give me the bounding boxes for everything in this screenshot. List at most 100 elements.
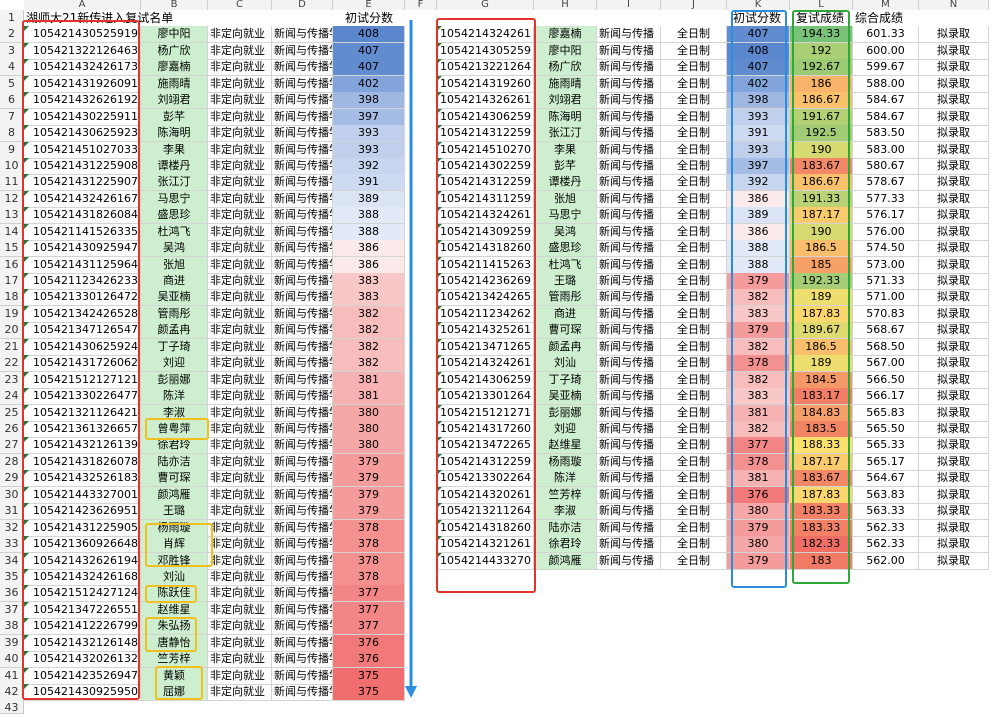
result-major-cell[interactable]: 新闻与传播 — [597, 519, 661, 537]
result-initial-score-cell[interactable]: 408 — [727, 42, 790, 60]
result-name-cell[interactable]: 盛思珍 — [534, 240, 597, 258]
total-score-cell[interactable]: 563.33 — [853, 503, 919, 521]
initial-score-cell[interactable]: 392 — [333, 157, 405, 175]
result-name-cell[interactable]: 陈洋 — [534, 470, 597, 488]
initial-score-cell[interactable]: 381 — [333, 371, 405, 389]
row-header[interactable]: 29 — [0, 470, 24, 488]
left-initial-score-header[interactable]: 初试分数 — [344, 11, 393, 25]
row-header[interactable]: 22 — [0, 355, 24, 373]
major-cell[interactable]: 新闻与传播学 — [272, 59, 333, 77]
candidate-id-cell[interactable]: 105421431826078 — [24, 453, 141, 471]
row-header[interactable]: 37 — [0, 601, 24, 619]
enrollment-type-cell[interactable]: 非定向就业 — [208, 618, 272, 636]
result-major-cell[interactable]: 新闻与传播 — [597, 240, 661, 258]
candidate-id-cell[interactable]: 105421432426167 — [24, 190, 141, 208]
result-initial-score-cell[interactable]: 380 — [727, 503, 790, 521]
admission-status-cell[interactable]: 拟录取 — [919, 42, 989, 60]
row-header[interactable]: 9 — [0, 141, 24, 159]
candidate-name-cell[interactable]: 陈洋 — [141, 388, 208, 406]
retest-score-cell[interactable]: 192.5 — [790, 125, 853, 143]
row-header[interactable]: 20 — [0, 322, 24, 340]
result-initial-score-cell[interactable]: 388 — [727, 256, 790, 274]
retest-score-cell[interactable]: 191.33 — [790, 190, 853, 208]
major-cell[interactable]: 新闻与传播学 — [272, 256, 333, 274]
result-major-cell[interactable]: 新闻与传播 — [597, 289, 661, 307]
candidate-id-cell[interactable]: 105421443327001 — [24, 486, 141, 504]
result-initial-score-cell[interactable]: 379 — [727, 322, 790, 340]
major-cell[interactable]: 新闻与传播学 — [272, 289, 333, 307]
total-score-cell[interactable]: 583.00 — [853, 141, 919, 159]
admission-status-cell[interactable]: 拟录取 — [919, 503, 989, 521]
initial-score-cell[interactable]: 376 — [333, 634, 405, 652]
study-mode-cell[interactable]: 全日制 — [661, 519, 727, 537]
candidate-id-cell[interactable]: 105421432126148 — [24, 634, 141, 652]
result-id-cell[interactable]: 1054214312259 — [437, 453, 534, 471]
result-id-cell[interactable]: 1054214318260 — [437, 519, 534, 537]
initial-score-cell[interactable]: 381 — [333, 388, 405, 406]
initial-score-cell[interactable]: 375 — [333, 684, 405, 702]
result-id-cell[interactable]: 1054211234262 — [437, 305, 534, 323]
result-id-cell[interactable]: 1054214324261 — [437, 26, 534, 44]
enrollment-type-cell[interactable]: 非定向就业 — [208, 125, 272, 143]
result-name-cell[interactable]: 赵维星 — [534, 437, 597, 455]
result-id-cell[interactable]: 1054211415263 — [437, 256, 534, 274]
admission-status-cell[interactable]: 拟录取 — [919, 108, 989, 126]
admission-status-cell[interactable]: 拟录取 — [919, 322, 989, 340]
study-mode-cell[interactable]: 全日制 — [661, 355, 727, 373]
candidate-id-cell[interactable]: 105421430525919 — [24, 26, 141, 44]
candidate-name-cell[interactable]: 颜孟冉 — [141, 322, 208, 340]
row-header[interactable]: 30 — [0, 486, 24, 504]
admission-status-cell[interactable]: 拟录取 — [919, 437, 989, 455]
result-major-cell[interactable]: 新闻与传播 — [597, 26, 661, 44]
row-header[interactable]: 3 — [0, 42, 24, 60]
result-major-cell[interactable]: 新闻与传播 — [597, 388, 661, 406]
result-name-cell[interactable]: 王璐 — [534, 273, 597, 291]
initial-score-cell[interactable]: 382 — [333, 338, 405, 356]
admission-status-cell[interactable]: 拟录取 — [919, 536, 989, 554]
major-cell[interactable]: 新闻与传播学 — [272, 371, 333, 389]
result-initial-score-cell[interactable]: 407 — [727, 59, 790, 77]
total-score-cell[interactable]: 565.50 — [853, 421, 919, 438]
enrollment-type-cell[interactable]: 非定向就业 — [208, 585, 272, 603]
candidate-name-cell[interactable]: 管雨彤 — [141, 305, 208, 323]
column-header-l[interactable]: L — [790, 0, 853, 10]
candidate-id-cell[interactable]: 105421512127121 — [24, 371, 141, 389]
total-score-cell[interactable]: 584.67 — [853, 92, 919, 110]
result-id-cell[interactable]: 1054214305259 — [437, 42, 534, 60]
enrollment-type-cell[interactable]: 非定向就业 — [208, 667, 272, 685]
study-mode-cell[interactable]: 全日制 — [661, 322, 727, 340]
result-id-cell[interactable]: 1054213424265 — [437, 289, 534, 307]
candidate-name-cell[interactable]: 张江汀 — [141, 174, 208, 192]
result-major-cell[interactable]: 新闻与传播 — [597, 371, 661, 389]
column-header-h[interactable]: H — [534, 0, 597, 10]
candidate-id-cell[interactable]: 105421412226799 — [24, 618, 141, 636]
total-score-cell[interactable]: 562.00 — [853, 552, 919, 570]
result-name-cell[interactable]: 曹可琛 — [534, 322, 597, 340]
retest-score-cell[interactable]: 187.83 — [790, 486, 853, 504]
result-major-cell[interactable]: 新闻与传播 — [597, 355, 661, 373]
candidate-name-cell[interactable]: 赵维星 — [141, 601, 208, 619]
candidate-id-cell[interactable]: 105421432426168 — [24, 568, 141, 586]
initial-score-cell[interactable]: 378 — [333, 519, 405, 537]
result-name-cell[interactable]: 李淑 — [534, 503, 597, 521]
row-header[interactable]: 39 — [0, 634, 24, 652]
row-header[interactable]: 21 — [0, 338, 24, 356]
major-cell[interactable]: 新闻与传播学 — [272, 404, 333, 422]
result-initial-score-cell[interactable]: 383 — [727, 305, 790, 323]
row-header[interactable]: 24 — [0, 388, 24, 406]
initial-score-cell[interactable]: 383 — [333, 273, 405, 291]
study-mode-cell[interactable]: 全日制 — [661, 371, 727, 389]
retest-score-cell[interactable]: 184.5 — [790, 371, 853, 389]
enrollment-type-cell[interactable]: 非定向就业 — [208, 240, 272, 258]
candidate-id-cell[interactable]: 105421430225911 — [24, 108, 141, 126]
candidate-name-cell[interactable]: 刘迎 — [141, 355, 208, 373]
result-initial-score-cell[interactable]: 386 — [727, 223, 790, 241]
result-initial-score-cell[interactable]: 382 — [727, 371, 790, 389]
candidate-id-cell[interactable]: 105421451027033 — [24, 141, 141, 159]
result-name-cell[interactable]: 商进 — [534, 305, 597, 323]
candidate-name-cell[interactable]: 陈跃佳 — [141, 585, 208, 603]
result-name-cell[interactable]: 施雨晴 — [534, 75, 597, 93]
result-initial-score-cell[interactable]: 393 — [727, 108, 790, 126]
study-mode-cell[interactable]: 全日制 — [661, 240, 727, 258]
result-major-cell[interactable]: 新闻与传播 — [597, 338, 661, 356]
